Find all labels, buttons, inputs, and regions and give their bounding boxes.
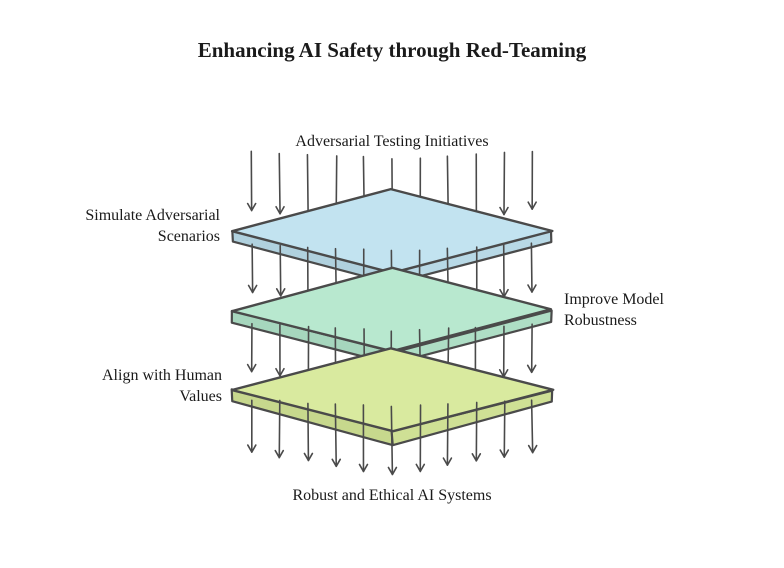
label-top: Adversarial Testing Initiatives	[295, 132, 488, 153]
label-layer1: Simulate AdversarialScenarios	[0, 206, 220, 248]
label-layer2: Improve ModelRobustness	[564, 290, 664, 332]
label-bottom: Robust and Ethical AI Systems	[292, 486, 491, 507]
label-layer3: Align with HumanValues	[0, 366, 222, 408]
layered-diagram	[0, 0, 784, 568]
